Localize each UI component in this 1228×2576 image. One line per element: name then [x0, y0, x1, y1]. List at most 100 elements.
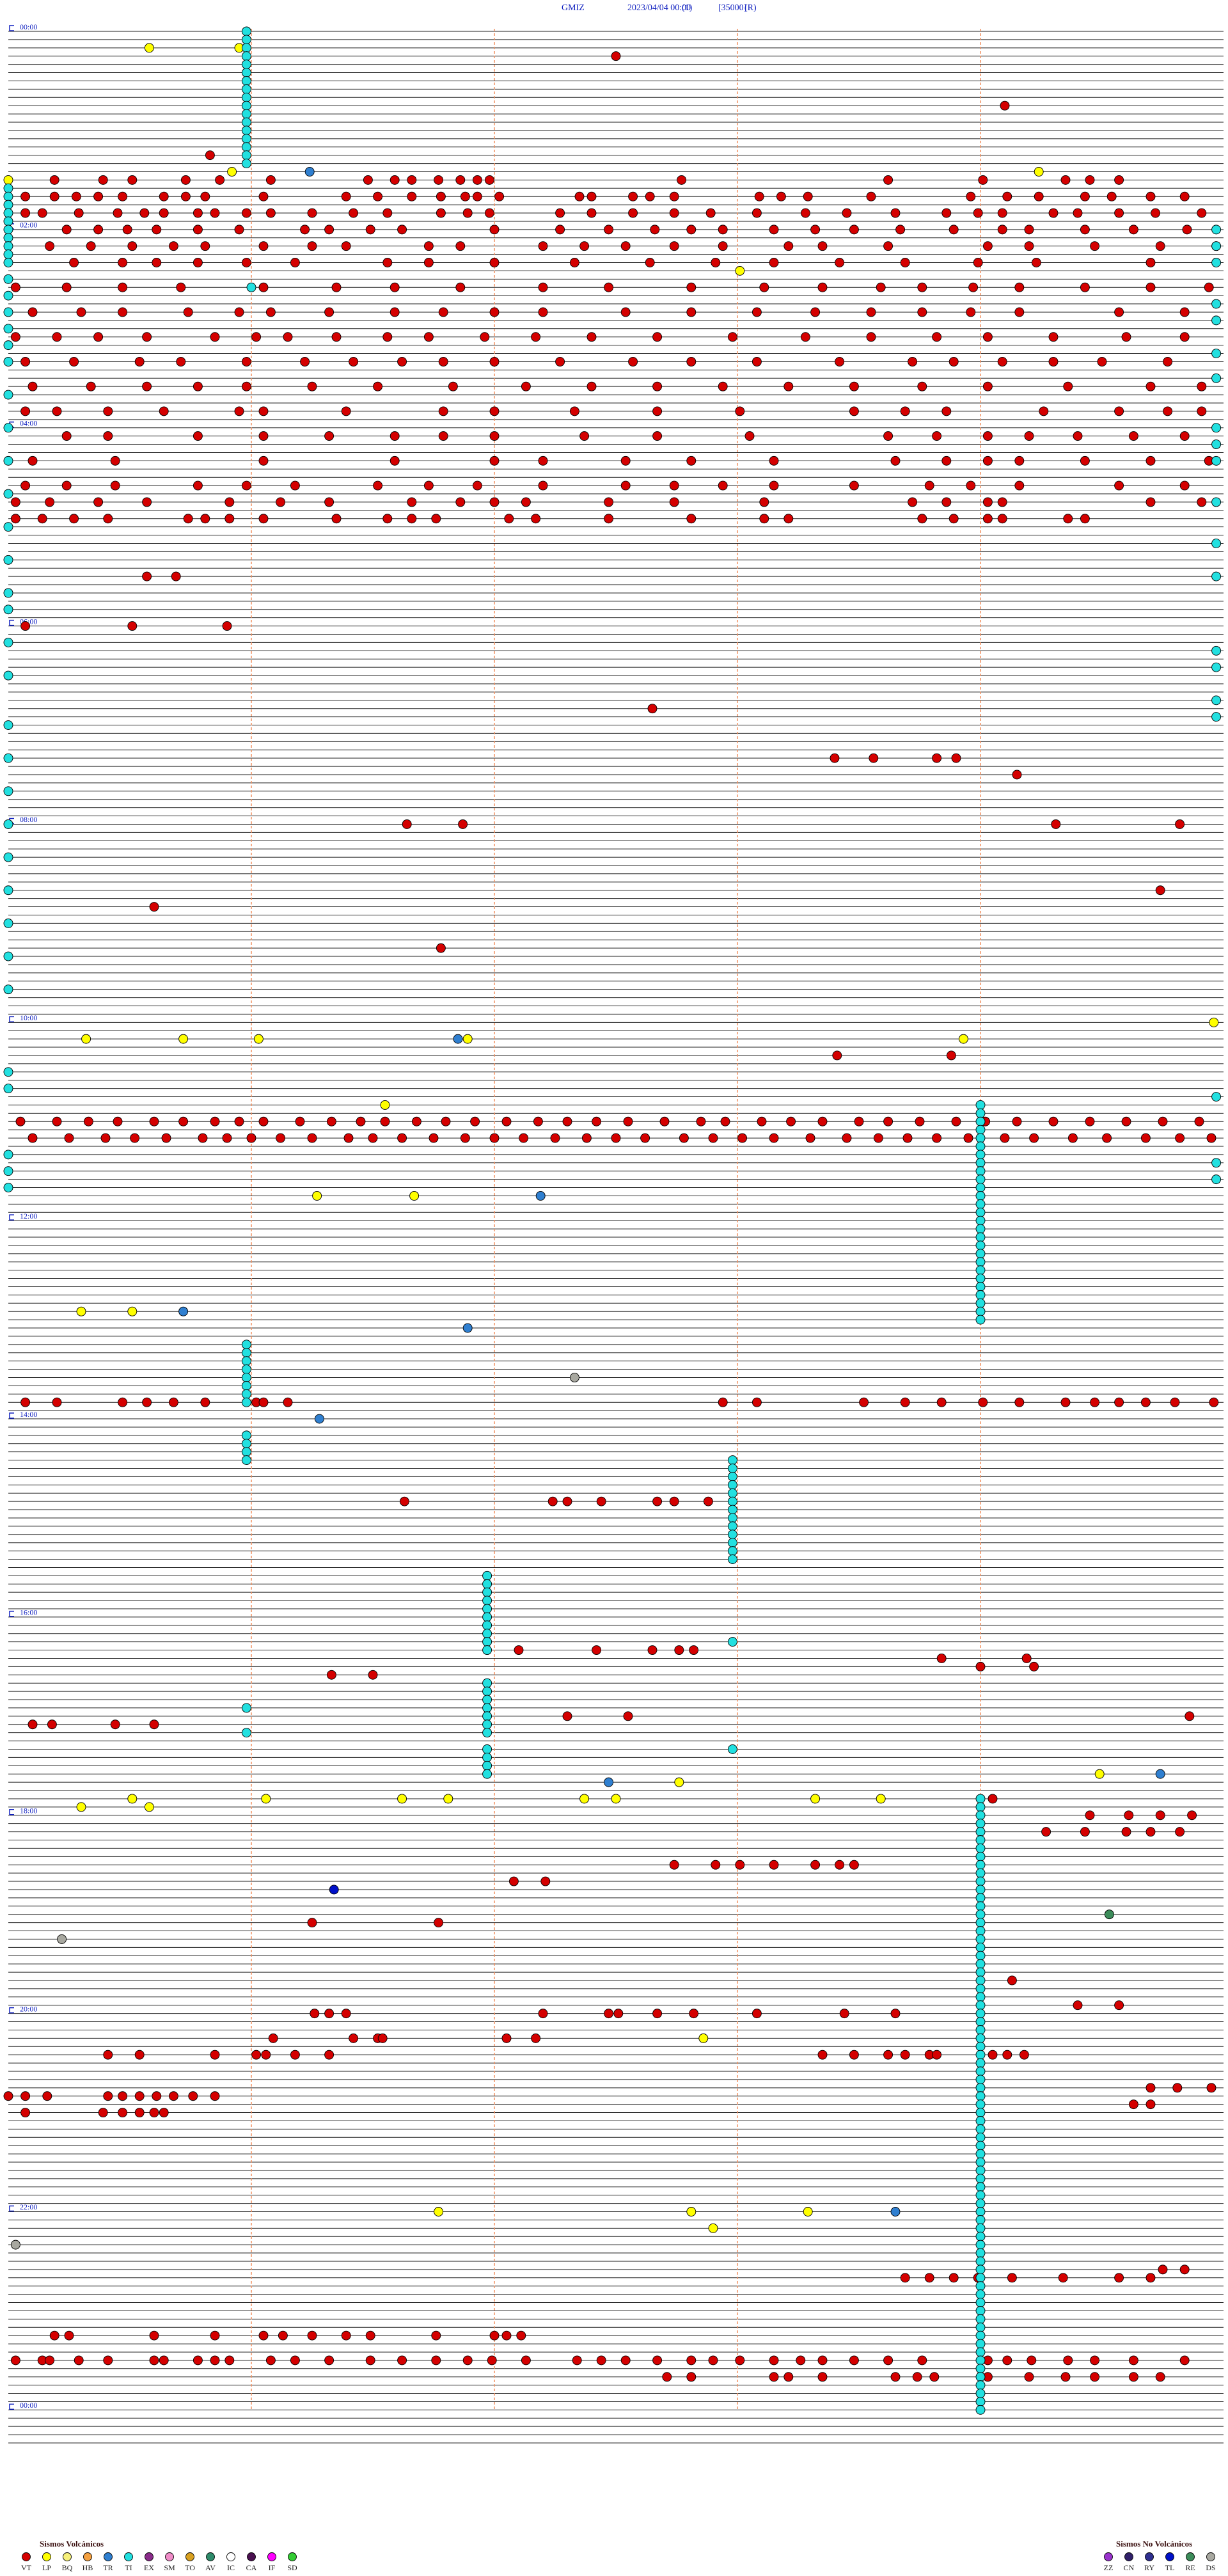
- event-marker: [975, 2033, 986, 2043]
- event-marker: [168, 1397, 178, 1407]
- legend-swatch: [1104, 2552, 1113, 2561]
- event-marker: [278, 2330, 288, 2341]
- event-marker: [1179, 431, 1190, 441]
- event-marker: [975, 1174, 986, 1185]
- event-marker: [1209, 1397, 1219, 1407]
- event-marker: [1155, 241, 1165, 251]
- hour-mark: [9, 25, 14, 31]
- event-marker: [1073, 431, 1083, 441]
- event-marker: [912, 2372, 922, 2382]
- event-marker: [76, 1802, 86, 1812]
- event-marker: [188, 2091, 198, 2101]
- event-marker: [438, 406, 448, 416]
- event-marker: [975, 1967, 986, 1977]
- event-marker: [343, 1133, 354, 1143]
- event-marker: [103, 514, 113, 524]
- event-marker: [161, 1133, 171, 1143]
- event-marker: [489, 406, 500, 416]
- event-marker: [652, 1496, 663, 1506]
- event-marker: [628, 356, 638, 367]
- event-marker: [752, 208, 762, 218]
- event-marker: [1039, 406, 1049, 416]
- event-marker: [975, 2099, 986, 2110]
- event-marker: [514, 1645, 524, 1655]
- event-marker: [423, 480, 434, 491]
- event-marker: [727, 1529, 737, 1540]
- event-marker: [900, 2273, 910, 2283]
- event-marker: [159, 208, 169, 218]
- event-marker: [261, 2050, 271, 2060]
- event-marker: [932, 1133, 942, 1143]
- event-marker: [604, 497, 614, 507]
- event-marker: [326, 1670, 336, 1680]
- event-marker: [975, 2140, 986, 2151]
- event-marker: [975, 1975, 986, 1986]
- event-marker: [241, 26, 251, 36]
- event-marker: [441, 1116, 451, 1126]
- event-marker: [975, 2396, 986, 2406]
- event-marker: [869, 753, 879, 763]
- event-marker: [93, 225, 104, 235]
- title-part: [35000]: [718, 3, 746, 13]
- event-marker: [718, 225, 728, 235]
- event-marker: [241, 125, 251, 136]
- event-marker: [241, 1397, 251, 1407]
- event-marker: [20, 2108, 31, 2118]
- event-marker: [975, 1934, 986, 1944]
- event-marker: [613, 2009, 624, 2019]
- event-marker: [915, 1116, 925, 1126]
- event-marker: [752, 1397, 762, 1407]
- event-marker: [604, 514, 614, 524]
- event-marker: [3, 241, 13, 251]
- event-marker: [569, 406, 579, 416]
- event-marker: [227, 167, 237, 177]
- event-marker: [331, 514, 342, 524]
- event-marker: [1121, 1116, 1131, 1126]
- event-marker: [52, 332, 62, 342]
- event-marker: [253, 1034, 264, 1044]
- event-marker: [754, 191, 764, 201]
- event-marker: [176, 356, 186, 367]
- event-marker: [951, 753, 961, 763]
- event-marker: [652, 332, 663, 342]
- event-marker: [620, 480, 631, 491]
- event-marker: [341, 241, 351, 251]
- event-marker: [975, 2273, 986, 2283]
- event-marker: [1063, 514, 1073, 524]
- event-marker: [193, 225, 203, 235]
- event-marker: [1014, 307, 1025, 317]
- event-marker: [830, 753, 840, 763]
- event-marker: [735, 1860, 745, 1870]
- event-marker: [1170, 1397, 1180, 1407]
- event-marker: [975, 2041, 986, 2051]
- event-marker: [1206, 2083, 1216, 2093]
- event-marker: [205, 150, 215, 161]
- event-marker: [941, 455, 952, 466]
- legend-label: TL: [1165, 2563, 1175, 2572]
- event-marker: [982, 332, 993, 342]
- event-marker: [572, 2355, 582, 2366]
- legend-label: CN: [1124, 2563, 1135, 2572]
- event-marker: [64, 2330, 74, 2341]
- event-marker: [159, 191, 169, 201]
- event-marker: [373, 480, 383, 491]
- event-marker: [484, 175, 494, 185]
- event-marker: [975, 2314, 986, 2324]
- event-marker: [975, 2108, 986, 2118]
- event-marker: [3, 225, 13, 235]
- event-marker: [489, 2330, 500, 2341]
- event-marker: [759, 497, 769, 507]
- event-marker: [1114, 175, 1124, 185]
- event-marker: [484, 208, 494, 218]
- event-marker: [127, 175, 138, 185]
- hour-mark: [9, 1809, 14, 1815]
- event-marker: [689, 1645, 699, 1655]
- event-marker: [423, 332, 434, 342]
- event-marker: [975, 1876, 986, 1886]
- event-marker: [975, 1150, 986, 1160]
- event-marker: [555, 225, 565, 235]
- event-marker: [783, 514, 794, 524]
- event-marker: [482, 1719, 492, 1730]
- event-marker: [966, 191, 976, 201]
